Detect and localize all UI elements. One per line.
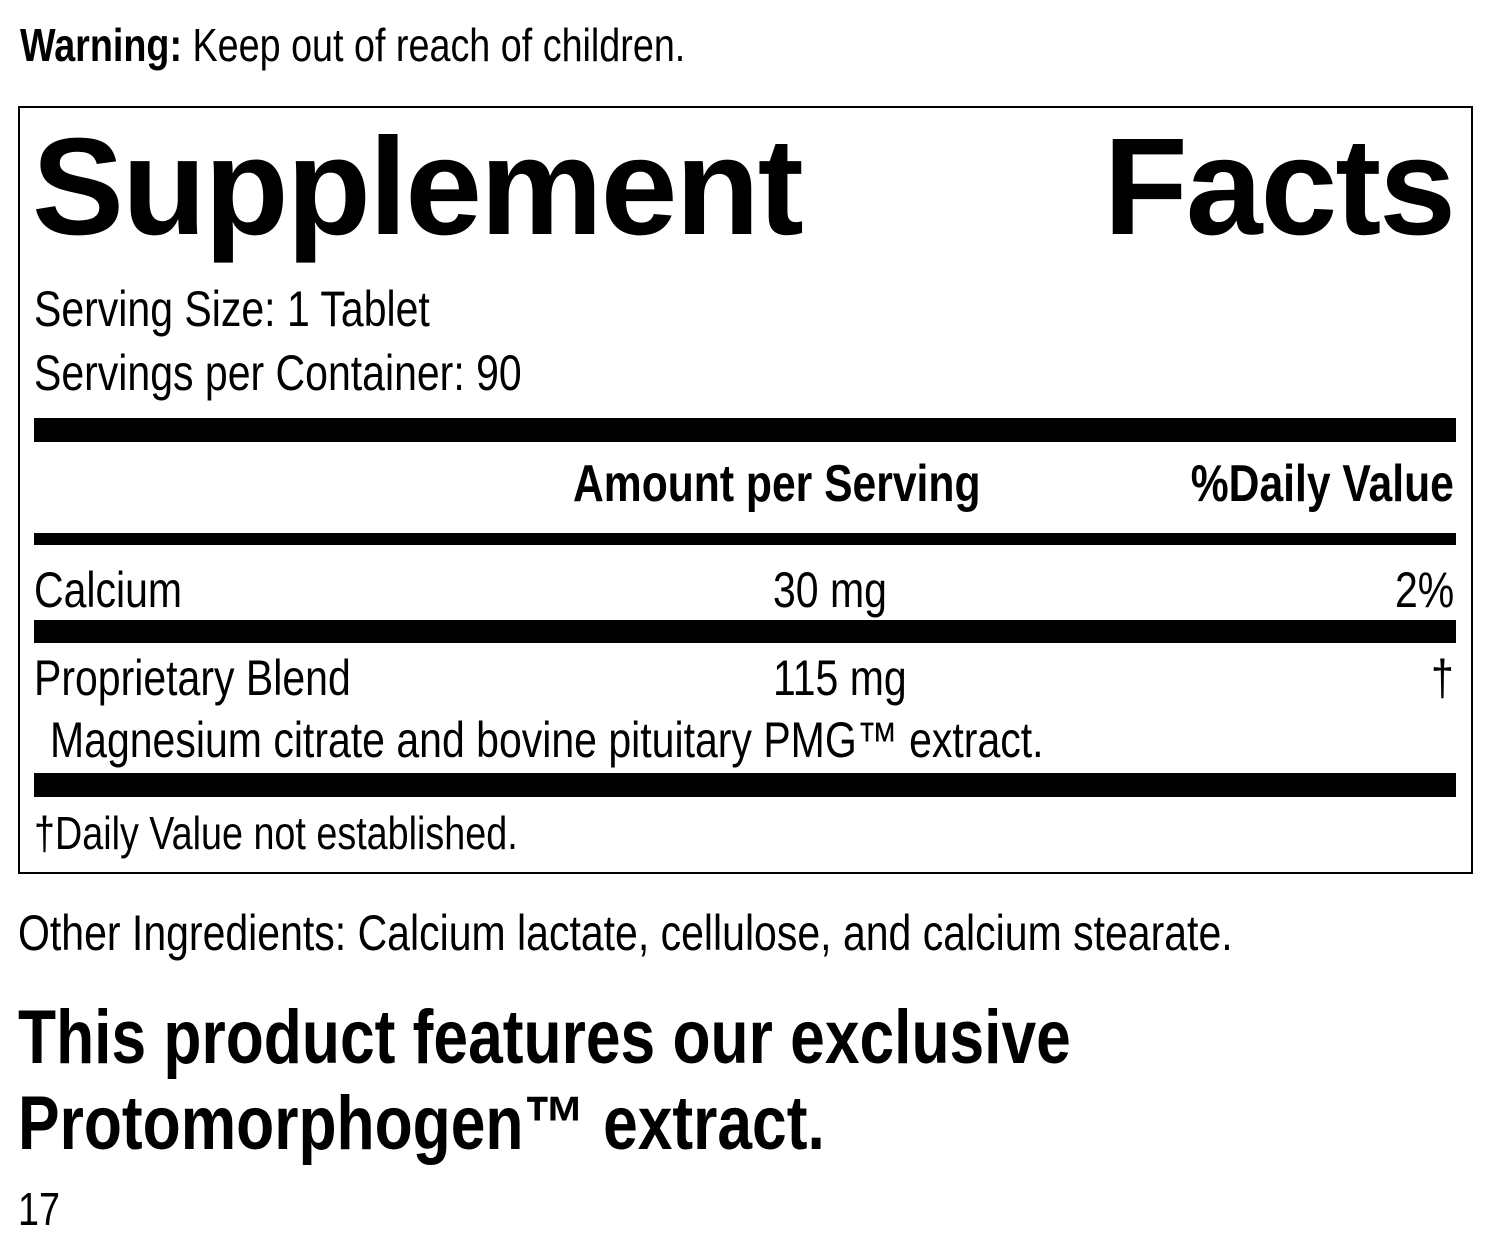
page-number: 17 bbox=[18, 1183, 60, 1235]
warning: Warning: Keep out of reach of children. bbox=[20, 22, 685, 68]
serving-size: Serving Size: 1 Tablet bbox=[34, 281, 430, 337]
row-calcium-dv: 2% bbox=[1394, 562, 1454, 618]
row-calcium-amount: 30 mg bbox=[773, 562, 887, 618]
divider-thick bbox=[34, 773, 1456, 797]
feature-line-2: Protomorphogen™ extract. bbox=[18, 1081, 825, 1166]
divider-medium bbox=[34, 533, 1456, 545]
header-daily-value: %Daily Value bbox=[1190, 455, 1454, 513]
divider-thick bbox=[34, 620, 1456, 643]
row-calcium-name: Calcium bbox=[34, 562, 183, 618]
facts-title-right: Facts bbox=[1103, 110, 1456, 264]
divider-thick bbox=[34, 418, 1456, 442]
row-blend-dv: † bbox=[1431, 650, 1454, 706]
supplement-facts-panel bbox=[18, 106, 1473, 874]
row-blend-detail: Magnesium citrate and bovine pituitary P… bbox=[50, 712, 1044, 768]
row-blend-amount: 115 mg bbox=[773, 650, 907, 706]
footnote: †Daily Value not established. bbox=[34, 807, 518, 859]
facts-title-left: Supplement bbox=[32, 110, 804, 264]
warning-text: Keep out of reach of children. bbox=[192, 19, 686, 71]
row-blend-name: Proprietary Blend bbox=[34, 650, 351, 706]
servings-per-container: Servings per Container: 90 bbox=[34, 345, 522, 401]
header-amount: Amount per Serving bbox=[573, 455, 981, 513]
other-ingredients: Other Ingredients: Calcium lactate, cell… bbox=[18, 905, 1233, 961]
warning-label: Warning: bbox=[20, 19, 183, 71]
feature-line-1: This product features our exclusive bbox=[18, 995, 1071, 1080]
